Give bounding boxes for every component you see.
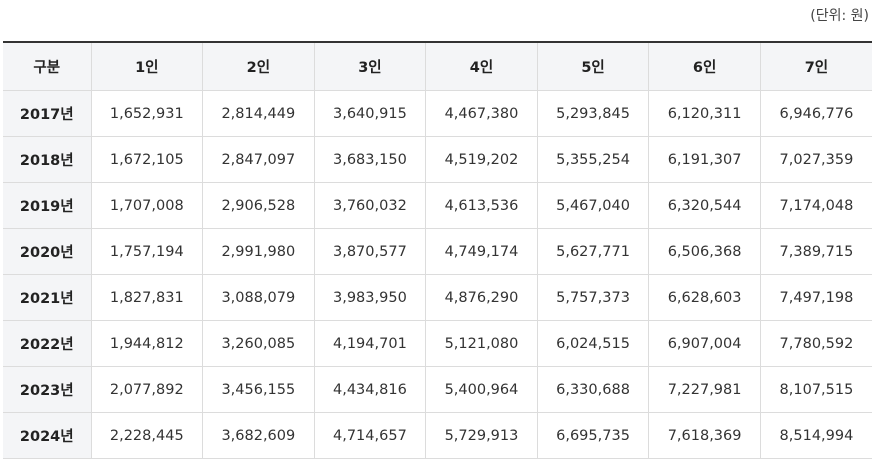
table-cell: 6,946,776	[759, 90, 872, 137]
table-cell: 4,194,701	[313, 320, 426, 367]
table-cell: 2,228,445	[90, 412, 203, 459]
table-row: 2022년 1,944,812 3,260,085 4,194,701 5,121,08…	[3, 320, 872, 367]
header-cell-category: 구분	[3, 42, 91, 91]
table-cell: 5,729,913	[425, 412, 538, 459]
table-cell: 6,024,515	[536, 320, 649, 367]
table-cell: 5,757,373	[536, 274, 649, 321]
table-row: 2019년 1,707,008 2,906,528 3,760,032 4,613,53…	[3, 182, 872, 229]
header-cell-6-person: 6인	[648, 42, 761, 91]
table-cell: 4,749,174	[425, 228, 538, 275]
table-cell: 5,627,771	[536, 228, 649, 275]
table-cell: 5,400,964	[425, 366, 538, 413]
table-cell: 2,077,892	[90, 366, 203, 413]
table-cell: 5,355,254	[536, 136, 649, 183]
row-year-label: 2017년	[3, 90, 91, 137]
header-cell-2-person: 2인	[202, 42, 315, 91]
row-year-label: 2024년	[3, 412, 91, 459]
table-row: 2020년 1,757,194 2,991,980 3,870,577 4,749,17…	[3, 228, 872, 275]
table-cell: 6,191,307	[648, 136, 761, 183]
table-cell: 3,456,155	[202, 366, 315, 413]
table-cell: 5,293,845	[536, 90, 649, 137]
table-cell: 3,870,577	[313, 228, 426, 275]
row-year-label: 2022년	[3, 320, 91, 367]
table-cell: 3,983,950	[313, 274, 426, 321]
table-cell: 1,827,831	[90, 274, 203, 321]
table-row: 2017년 1,652,931 2,814,449 3,640,915 4,467,38…	[3, 90, 872, 137]
table-cell: 7,389,715	[759, 228, 872, 275]
unit-note: (단위: 원)	[810, 8, 869, 24]
table-cell: 4,613,536	[425, 182, 538, 229]
table-cell: 4,519,202	[425, 136, 538, 183]
table-body: 2017년 1,652,931 2,814,449 3,640,915 4,467,38…	[3, 90, 872, 459]
table-cell: 6,330,688	[536, 366, 649, 413]
table-cell: 4,714,657	[313, 412, 426, 459]
row-year-label: 2023년	[3, 366, 91, 413]
table-cell: 7,497,198	[759, 274, 872, 321]
table-cell: 5,121,080	[425, 320, 538, 367]
table-cell: 1,652,931	[90, 90, 203, 137]
table-cell: 6,907,004	[648, 320, 761, 367]
table-cell: 6,320,544	[648, 182, 761, 229]
table-cell: 1,707,008	[90, 182, 203, 229]
row-year-label: 2020년	[3, 228, 91, 275]
row-year-label: 2019년	[3, 182, 91, 229]
table-cell: 8,107,515	[759, 366, 872, 413]
table-row: 2021년 1,827,831 3,088,079 3,983,950 4,876,29…	[3, 274, 872, 321]
table-row: 2024년 2,228,445 3,682,609 4,714,657 5,729,91…	[3, 412, 872, 459]
table-cell: 7,027,359	[759, 136, 872, 183]
table-cell: 8,514,994	[759, 412, 872, 459]
table-cell: 7,227,981	[648, 366, 761, 413]
table-cell: 3,682,609	[202, 412, 315, 459]
table-cell: 1,944,812	[90, 320, 203, 367]
table-cell: 6,628,603	[648, 274, 761, 321]
table-cell: 3,088,079	[202, 274, 315, 321]
header-cell-4-person: 4인	[425, 42, 538, 91]
table-cell: 3,260,085	[202, 320, 315, 367]
income-table: 구분 1인 2인 3인 4인 5인 6인 7인 2017년 1,652,931 2,…	[3, 41, 872, 459]
table-cell: 4,434,816	[313, 366, 426, 413]
table-row: 2023년 2,077,892 3,456,155 4,434,816 5,400,96…	[3, 366, 872, 413]
table-cell: 7,174,048	[759, 182, 872, 229]
row-year-label: 2018년	[3, 136, 91, 183]
table-cell: 2,814,449	[202, 90, 315, 137]
header-cell-3-person: 3인	[313, 42, 426, 91]
table-cell: 1,672,105	[90, 136, 203, 183]
table-cell: 2,991,980	[202, 228, 315, 275]
table-row: 2018년 1,672,105 2,847,097 3,683,150 4,519,20…	[3, 136, 872, 183]
table-cell: 7,618,369	[648, 412, 761, 459]
table-cell: 3,760,032	[313, 182, 426, 229]
table-cell: 4,467,380	[425, 90, 538, 137]
header-cell-5-person: 5인	[536, 42, 649, 91]
table-cell: 6,695,735	[536, 412, 649, 459]
header-row: 구분 1인 2인 3인 4인 5인 6인 7인	[3, 42, 872, 91]
table-cell: 2,906,528	[202, 182, 315, 229]
table-cell: 1,757,194	[90, 228, 203, 275]
table-cell: 4,876,290	[425, 274, 538, 321]
table-cell: 5,467,040	[536, 182, 649, 229]
table-header: 구분 1인 2인 3인 4인 5인 6인 7인	[3, 42, 872, 91]
table-cell: 2,847,097	[202, 136, 315, 183]
table-cell: 7,780,592	[759, 320, 872, 367]
header-cell-7-person: 7인	[759, 42, 872, 91]
table-cell: 6,120,311	[648, 90, 761, 137]
table-cell: 6,506,368	[648, 228, 761, 275]
row-year-label: 2021년	[3, 274, 91, 321]
table-cell: 3,640,915	[313, 90, 426, 137]
table-cell: 3,683,150	[313, 136, 426, 183]
header-cell-1-person: 1인	[90, 42, 203, 91]
